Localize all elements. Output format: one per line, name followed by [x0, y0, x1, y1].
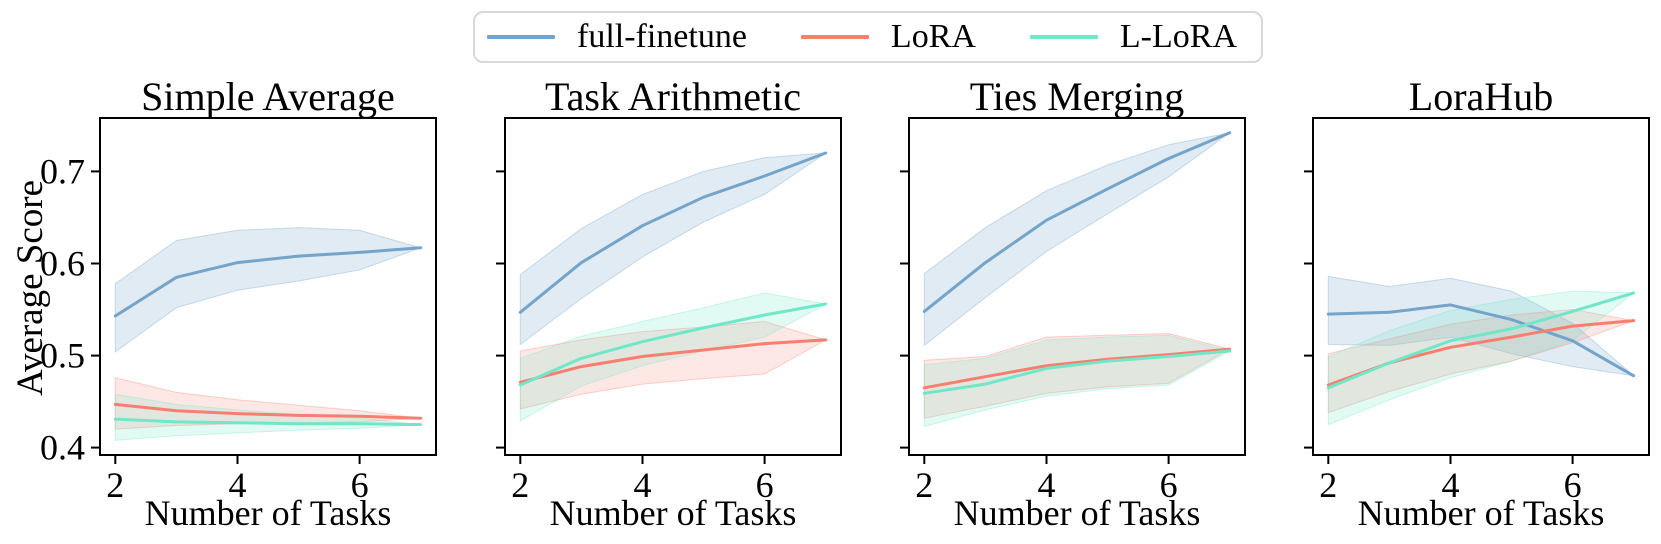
x-tick-label: 6 [351, 465, 369, 505]
series-line-full-finetune [113, 246, 423, 318]
x-axis-label: Number of Tasks [144, 493, 392, 533]
x-tick-label: 2 [915, 465, 933, 505]
plot-frame [99, 117, 437, 456]
series-line-LoRA [922, 347, 1232, 390]
legend-item-full-finetune: full-finetune [487, 20, 747, 54]
confidence-band-full-finetune [519, 152, 828, 346]
subplot-title-simple-average: Simple Average [141, 74, 395, 119]
subplot-title-lorahub: LoraHub [1408, 74, 1554, 119]
x-tick-label: 4 [229, 465, 247, 505]
x-tick-label: 2 [106, 465, 124, 505]
subplot-lorahub: 2 4 6 [1304, 117, 1650, 505]
x-tick-label: 2 [511, 465, 529, 505]
series-line-L-LoRA [1326, 291, 1636, 390]
full-finetune-line-swatch [487, 35, 555, 39]
x-tick-label: 4 [634, 465, 652, 505]
x-tick-label: 2 [1319, 465, 1337, 505]
confidence-band-L-LoRA [1327, 290, 1636, 426]
legend-item-lora: LoRA [800, 18, 976, 55]
plot-frame [1312, 117, 1650, 456]
confidence-band-full-finetune [1327, 275, 1636, 377]
confidence-band-LoRA [519, 320, 827, 410]
lora-line-swatch [800, 35, 869, 39]
subplot-title-ties-merging: Ties Merging [969, 74, 1185, 119]
x-axis-label: Number of Tasks [549, 493, 797, 533]
series-line-L-LoRA [518, 302, 828, 387]
confidence-band-full-finetune [114, 227, 423, 353]
series-line-L-LoRA [922, 349, 1232, 395]
confidence-band-L-LoRA [114, 393, 421, 441]
l-lora-line-swatch [1029, 35, 1098, 39]
x-tick-label: 4 [1038, 465, 1056, 505]
x-tick-label: 6 [1160, 465, 1178, 505]
series-line-full-finetune [518, 151, 828, 314]
y-tick-label: 0.7 [40, 151, 85, 191]
confidence-band-L-LoRA [519, 292, 828, 422]
x-axis-label: Number of Tasks [1357, 493, 1605, 533]
y-tick-label: 0.6 [40, 244, 85, 284]
subplot-title-task-arithmetic: Task Arithmetic [544, 74, 802, 119]
series-line-LoRA [113, 402, 423, 420]
y-tick-label: 0.5 [40, 336, 85, 376]
subplot-simple-average: 0.4 0.5 0.6 0.7 2 4 6 [40, 117, 437, 505]
series-line-L-LoRA [113, 417, 423, 427]
plot-frame [908, 117, 1246, 456]
legend-label: LoRA [890, 18, 976, 55]
subplot-ties-merging: 2 4 6 [900, 117, 1246, 505]
x-tick-label: 6 [756, 465, 774, 505]
x-axis-label: Number of Tasks [953, 493, 1201, 533]
confidence-band-full-finetune [923, 132, 1230, 347]
legend-label: full-finetune [577, 18, 747, 55]
plot-frame [504, 117, 842, 456]
x-tick-label: 4 [1442, 465, 1460, 505]
y-tick-label: 0.4 [40, 428, 85, 468]
subplot-task-arithmetic: 2 4 6 [496, 117, 842, 505]
series-line-full-finetune [1326, 303, 1636, 378]
series-line-full-finetune [922, 131, 1232, 313]
x-tick-label: 6 [1564, 465, 1582, 505]
legend-item-l-lora: L-LoRA [1029, 18, 1237, 55]
legend: full-finetune LoRA L-LoRA [473, 11, 1263, 63]
series-line-LoRA [518, 338, 828, 384]
legend-label: L-LoRA [1119, 18, 1237, 55]
